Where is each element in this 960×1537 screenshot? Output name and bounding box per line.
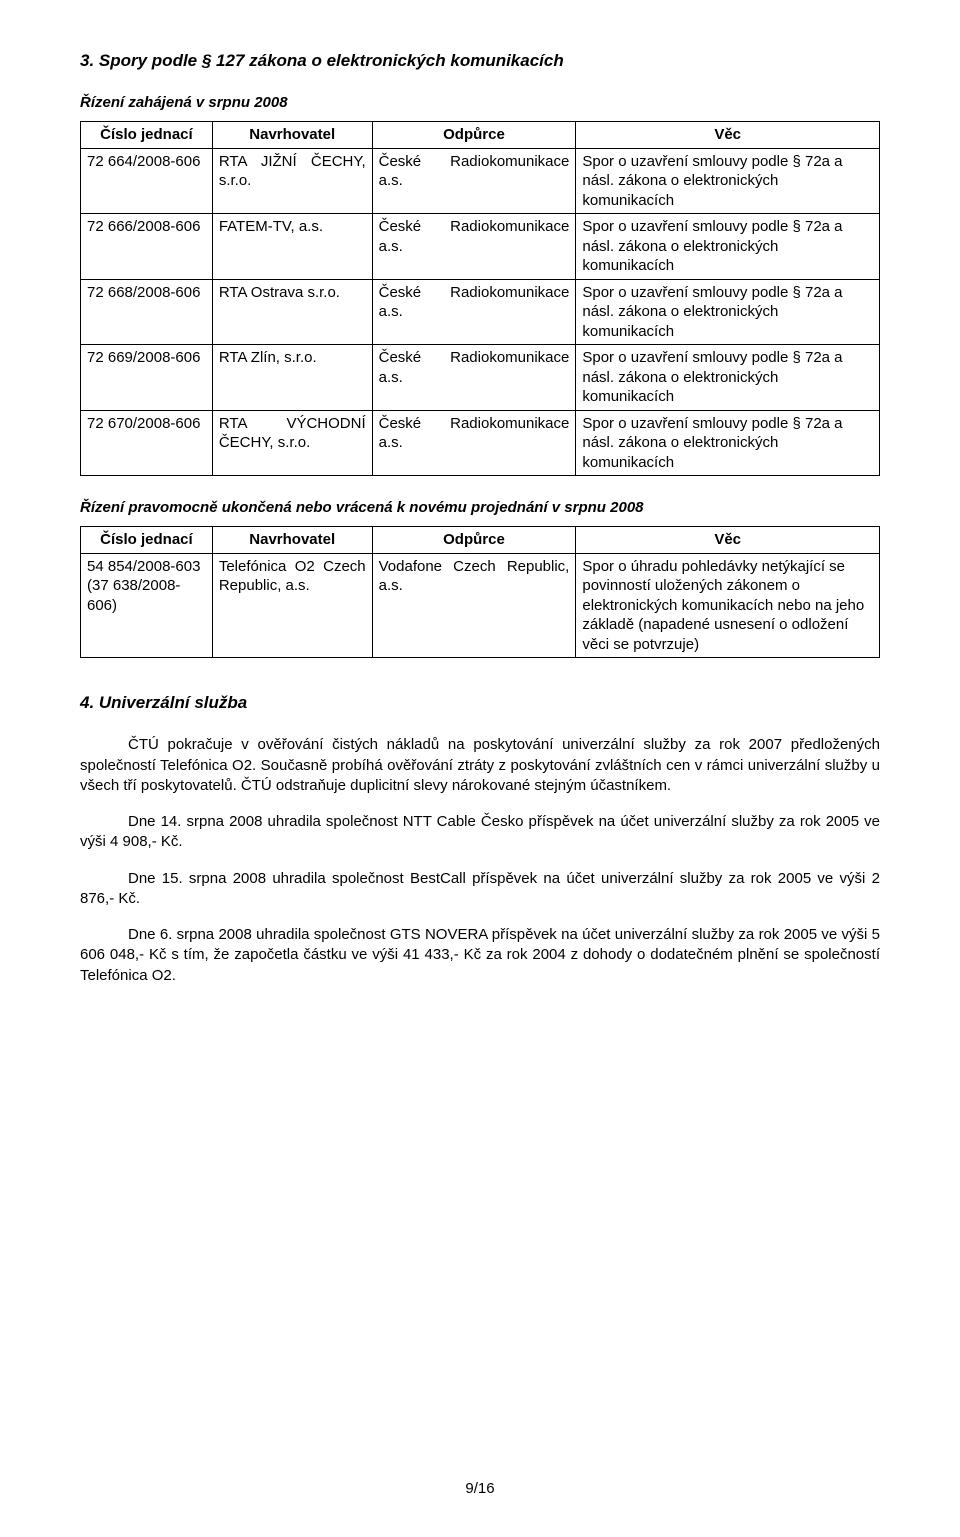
cell-case-no: 72 670/2008-606 [81,410,213,476]
section4-title: 4. Univerzální služba [80,692,880,715]
body-paragraph: ČTÚ pokračuje v ověřování čistých náklad… [80,735,880,796]
table-row: 72 670/2008-606 RTA VÝCHODNÍ ČECHY, s.r.… [81,410,880,476]
paragraph-text: Dne 6. srpna 2008 uhradila společnost GT… [80,926,880,984]
cell-case-no: 72 664/2008-606 [81,148,213,214]
section3-title: 3. Spory podle § 127 zákona o elektronic… [80,50,880,73]
cell-defendant: Vodafone Czech Republic, a.s. [372,553,576,658]
col-header: Navrhovatel [212,122,372,149]
cell-defendant: České Radiokomunikace a.s. [372,214,576,280]
table-row: 54 854/2008-603 (37 638/2008-606) Telefó… [81,553,880,658]
cell-defendant: České Radiokomunikace a.s. [372,410,576,476]
cell-plaintiff: RTA Zlín, s.r.o. [212,345,372,411]
cell-defendant: České Radiokomunikace a.s. [372,345,576,411]
cell-matter: Spor o uzavření smlouvy podle § 72a a ná… [576,410,880,476]
table-row: 72 668/2008-606 RTA Ostrava s.r.o. České… [81,279,880,345]
cell-case-no: 54 854/2008-603 (37 638/2008-606) [81,553,213,658]
cell-case-no: 72 669/2008-606 [81,345,213,411]
table-proceedings-closed: Číslo jednací Navrhovatel Odpůrce Věc 54… [80,526,880,658]
paragraph-text: Dne 14. srpna 2008 uhradila společnost N… [80,813,880,850]
table-row: 72 664/2008-606 RTA JIŽNÍ ČECHY, s.r.o. … [81,148,880,214]
table-row: 72 666/2008-606 FATEM-TV, a.s. České Rad… [81,214,880,280]
cell-defendant: České Radiokomunikace a.s. [372,148,576,214]
table-header-row: Číslo jednací Navrhovatel Odpůrce Věc [81,122,880,149]
col-header: Navrhovatel [212,527,372,554]
cell-matter: Spor o uzavření smlouvy podle § 72a a ná… [576,345,880,411]
page-footer: 9/16 [0,1479,960,1499]
body-paragraph: Dne 15. srpna 2008 uhradila společnost B… [80,869,880,910]
cell-matter: Spor o úhradu pohledávky netýkající se p… [576,553,880,658]
col-header: Odpůrce [372,527,576,554]
cell-plaintiff: RTA JIŽNÍ ČECHY, s.r.o. [212,148,372,214]
table-proceedings-started: Číslo jednací Navrhovatel Odpůrce Věc 72… [80,121,880,476]
cell-case-no: 72 668/2008-606 [81,279,213,345]
cell-plaintiff: FATEM-TV, a.s. [212,214,372,280]
cell-plaintiff: RTA Ostrava s.r.o. [212,279,372,345]
body-paragraph: Dne 14. srpna 2008 uhradila společnost N… [80,812,880,853]
cell-defendant: České Radiokomunikace a.s. [372,279,576,345]
section3-sub2: Řízení pravomocně ukončená nebo vrácená … [80,498,880,518]
paragraph-text: ČTÚ pokračuje v ověřování čistých náklad… [80,736,880,794]
cell-plaintiff: RTA VÝCHODNÍ ČECHY, s.r.o. [212,410,372,476]
col-header: Věc [576,527,880,554]
cell-case-no: 72 666/2008-606 [81,214,213,280]
table-row: 72 669/2008-606 RTA Zlín, s.r.o. České R… [81,345,880,411]
cell-plaintiff: Telefónica O2 Czech Republic, a.s. [212,553,372,658]
table-header-row: Číslo jednací Navrhovatel Odpůrce Věc [81,527,880,554]
section3-sub1: Řízení zahájená v srpnu 2008 [80,93,880,113]
body-paragraph: Dne 6. srpna 2008 uhradila společnost GT… [80,925,880,986]
cell-matter: Spor o uzavření smlouvy podle § 72a a ná… [576,214,880,280]
col-header: Věc [576,122,880,149]
col-header: Číslo jednací [81,527,213,554]
paragraph-text: Dne 15. srpna 2008 uhradila společnost B… [80,870,880,907]
col-header: Číslo jednací [81,122,213,149]
cell-matter: Spor o uzavření smlouvy podle § 72a a ná… [576,279,880,345]
cell-matter: Spor o uzavření smlouvy podle § 72a a ná… [576,148,880,214]
col-header: Odpůrce [372,122,576,149]
